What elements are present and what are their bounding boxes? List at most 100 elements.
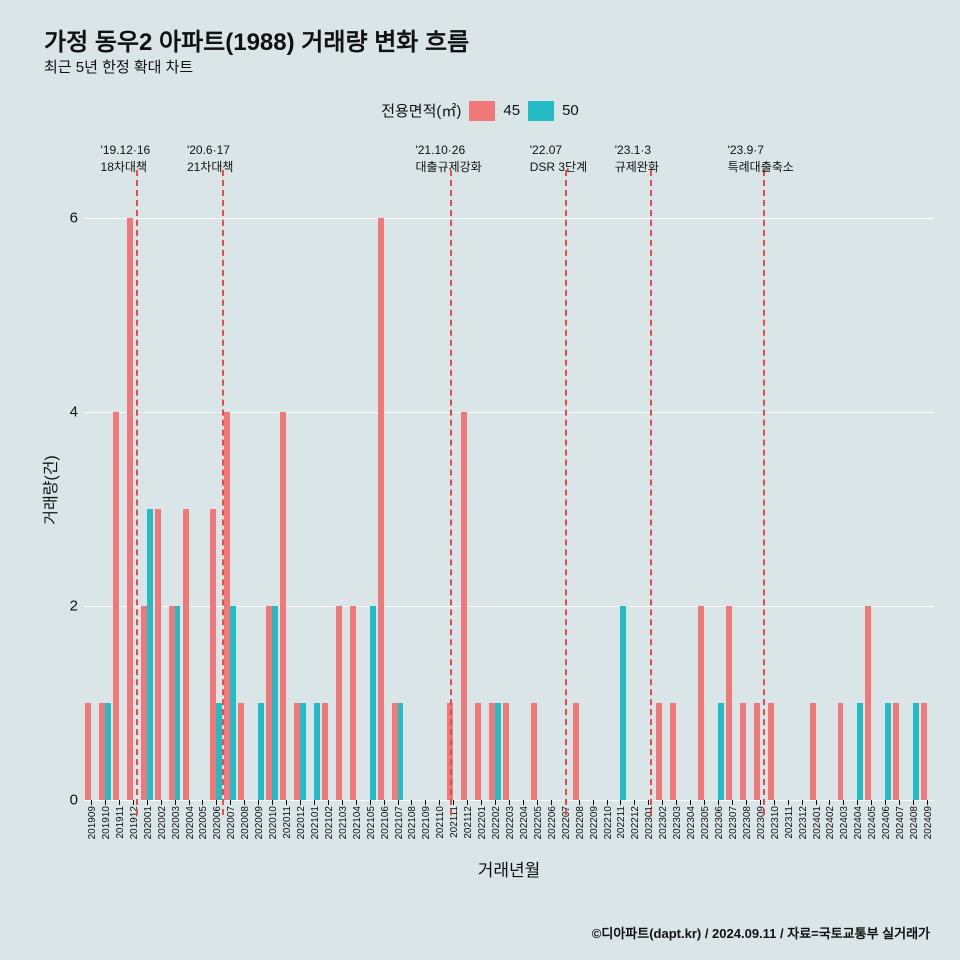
legend-label: 전용면적(㎡) [381, 100, 461, 121]
x-tick [662, 800, 663, 805]
event-label: '23.9·7특례대출축소 [728, 142, 794, 176]
x-tick [286, 800, 287, 805]
x-tick [495, 800, 496, 805]
bar-45 [865, 606, 871, 800]
y-tick-label: 0 [54, 792, 78, 809]
x-tick [551, 800, 552, 805]
bar-45 [893, 703, 899, 800]
x-tick-label: 202408 [909, 806, 920, 839]
y-tick-label: 2 [54, 598, 78, 615]
x-tick-label: 202407 [895, 806, 906, 839]
x-tick-label: 202012 [296, 806, 307, 839]
x-tick [718, 800, 719, 805]
bar-45 [768, 703, 774, 800]
x-tick [244, 800, 245, 805]
x-tick-label: 202404 [853, 806, 864, 839]
x-tick [439, 800, 440, 805]
bar-50 [300, 703, 306, 800]
x-tick [913, 800, 914, 805]
x-tick [425, 800, 426, 805]
event-line [450, 170, 452, 815]
x-tick [370, 800, 371, 805]
event-label: '20.6·1721차대책 [187, 142, 233, 176]
x-tick-label: 202011 [282, 806, 293, 839]
x-tick-label: 202311 [784, 806, 795, 839]
bar-50 [272, 606, 278, 800]
x-tick-label: 202104 [352, 806, 363, 839]
x-tick-label: 202403 [839, 806, 850, 839]
y-tick-label: 6 [54, 210, 78, 227]
bar-45 [838, 703, 844, 800]
bar-50 [398, 703, 404, 800]
plot-area: 0246 [84, 170, 934, 800]
x-tick-label: 202206 [547, 806, 558, 839]
event-line [565, 170, 567, 815]
x-tick [384, 800, 385, 805]
x-tick [105, 800, 106, 805]
x-tick [593, 800, 594, 805]
x-tick-label: 202305 [700, 806, 711, 839]
event-line [650, 170, 652, 815]
x-axis-label: 거래년월 [84, 856, 934, 881]
bar-50 [885, 703, 891, 800]
bar-45 [726, 606, 732, 800]
x-tick [732, 800, 733, 805]
x-tick [202, 800, 203, 805]
bar-45 [698, 606, 704, 800]
bar-45 [810, 703, 816, 800]
bar-45 [461, 412, 467, 800]
bar-45 [670, 703, 676, 800]
bar-45 [85, 703, 91, 800]
x-tick [161, 800, 162, 805]
x-tick-label: 202005 [198, 806, 209, 839]
x-tick [899, 800, 900, 805]
x-tick [802, 800, 803, 805]
x-tick-label: 201910 [101, 806, 112, 839]
x-tick [746, 800, 747, 805]
gridline [84, 218, 934, 219]
bar-45 [322, 703, 328, 800]
x-tick-label: 202110 [435, 806, 446, 839]
event-label: '22.07DSR 3단계 [530, 142, 587, 176]
x-tick [704, 800, 705, 805]
x-tick-label: 202309 [756, 806, 767, 839]
bar-50 [857, 703, 863, 800]
bar-50 [913, 703, 919, 800]
x-tick [453, 800, 454, 805]
x-tick-label: 202001 [143, 806, 154, 839]
page-subtitle: 최근 5년 한정 확대 차트 [44, 56, 193, 77]
x-tick-label: 202109 [421, 806, 432, 839]
x-tick-label: 202303 [672, 806, 683, 839]
x-tick-label: 202201 [477, 806, 488, 839]
bar-45 [921, 703, 927, 800]
x-tick [620, 800, 621, 805]
bar-45 [113, 412, 119, 800]
bar-50 [147, 509, 153, 800]
bar-50 [314, 703, 320, 800]
x-tick-label: 201911 [115, 806, 126, 839]
legend-item-50: 50 [562, 102, 579, 119]
legend-swatch-50 [528, 101, 554, 121]
x-tick-label: 202406 [881, 806, 892, 839]
x-tick [634, 800, 635, 805]
x-tick-label: 202302 [658, 806, 669, 839]
x-tick-label: 202308 [742, 806, 753, 839]
bar-45 [155, 509, 161, 800]
bar-45 [740, 703, 746, 800]
x-tick [816, 800, 817, 805]
legend: 전용면적(㎡) 45 50 [0, 100, 960, 121]
bar-45 [656, 703, 662, 800]
x-tick [927, 800, 928, 805]
x-tick-label: 202203 [505, 806, 516, 839]
bar-50 [620, 606, 626, 800]
x-tick [411, 800, 412, 805]
x-tick [272, 800, 273, 805]
x-tick [774, 800, 775, 805]
gridline [84, 412, 934, 413]
x-tick [509, 800, 510, 805]
bar-50 [370, 606, 376, 800]
x-tick-label: 202112 [463, 806, 474, 839]
x-tick [788, 800, 789, 805]
bar-45 [475, 703, 481, 800]
x-tick [607, 800, 608, 805]
